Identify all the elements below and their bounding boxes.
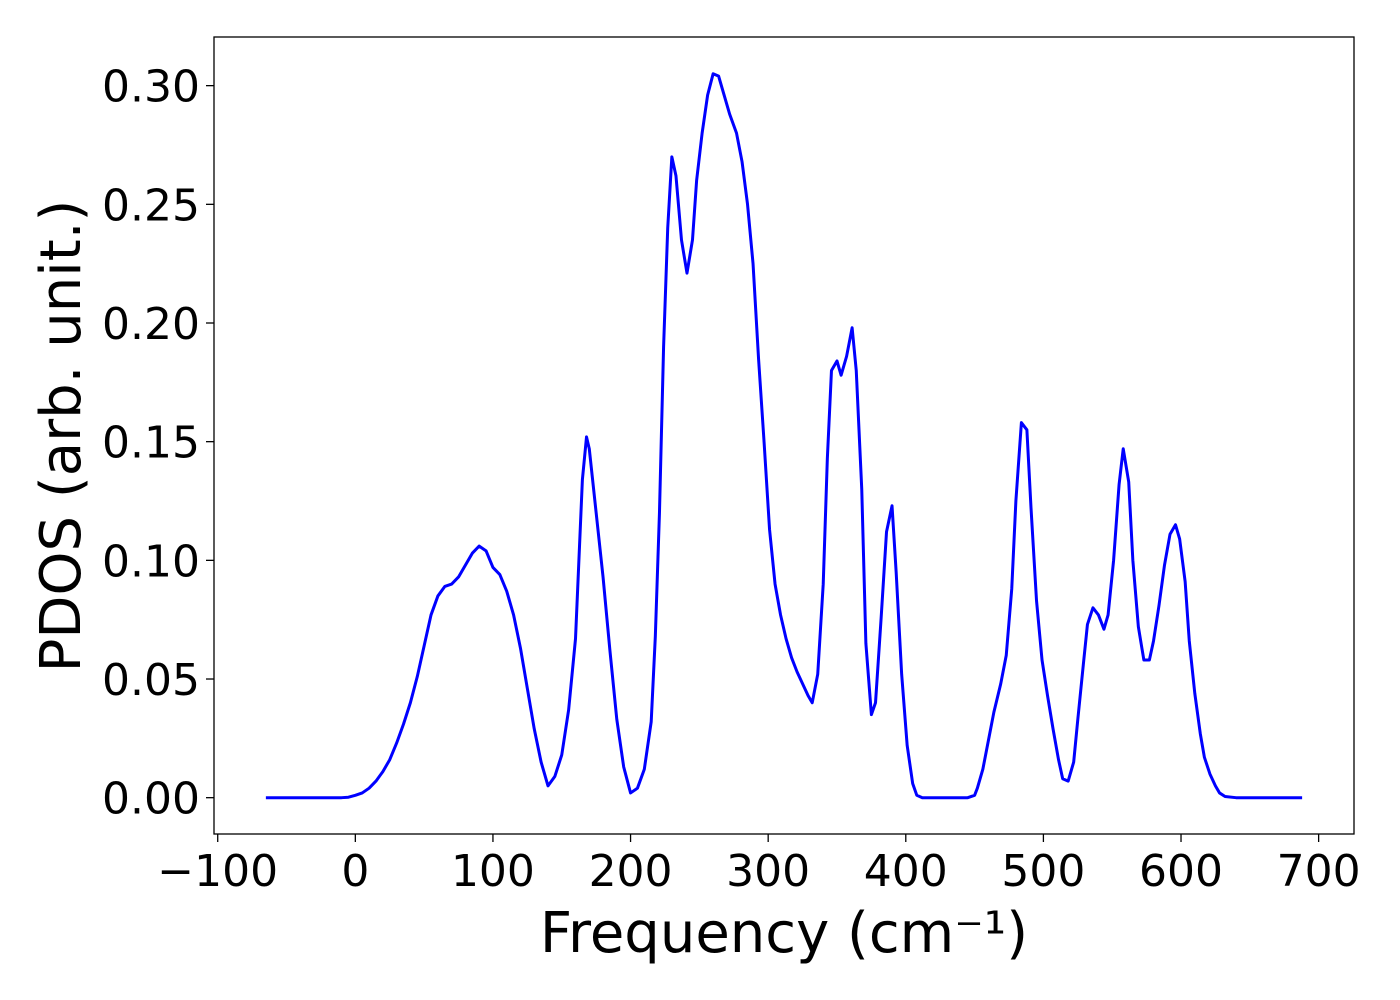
- y-tick-label: 0.25: [102, 180, 200, 231]
- x-tick-label: 0: [341, 846, 369, 897]
- y-tick-label: 0.20: [102, 299, 200, 350]
- axes-frame: [213, 36, 1355, 835]
- data-line: [265, 72, 1303, 800]
- y-tick-label: 0.15: [102, 418, 200, 469]
- x-tick-label: 500: [1001, 846, 1085, 897]
- y-axis-label: PDOS (arb. unit.): [29, 200, 94, 673]
- x-tick-label: 600: [1139, 846, 1223, 897]
- x-tick-label: −100: [157, 846, 278, 897]
- x-tick-label: 200: [589, 846, 673, 897]
- y-tick-label: 0.05: [102, 655, 200, 706]
- x-axis-label: Frequency (cm⁻¹): [540, 901, 1028, 966]
- x-tick-label: 300: [726, 846, 810, 897]
- y-tick-label: 0.10: [102, 536, 200, 587]
- y-tick-label: 0.30: [102, 62, 200, 113]
- y-tick-label: 0.00: [102, 774, 200, 825]
- x-tick-label: 700: [1277, 846, 1361, 897]
- x-tick-label: 400: [864, 846, 948, 897]
- x-tick-label: 100: [451, 846, 535, 897]
